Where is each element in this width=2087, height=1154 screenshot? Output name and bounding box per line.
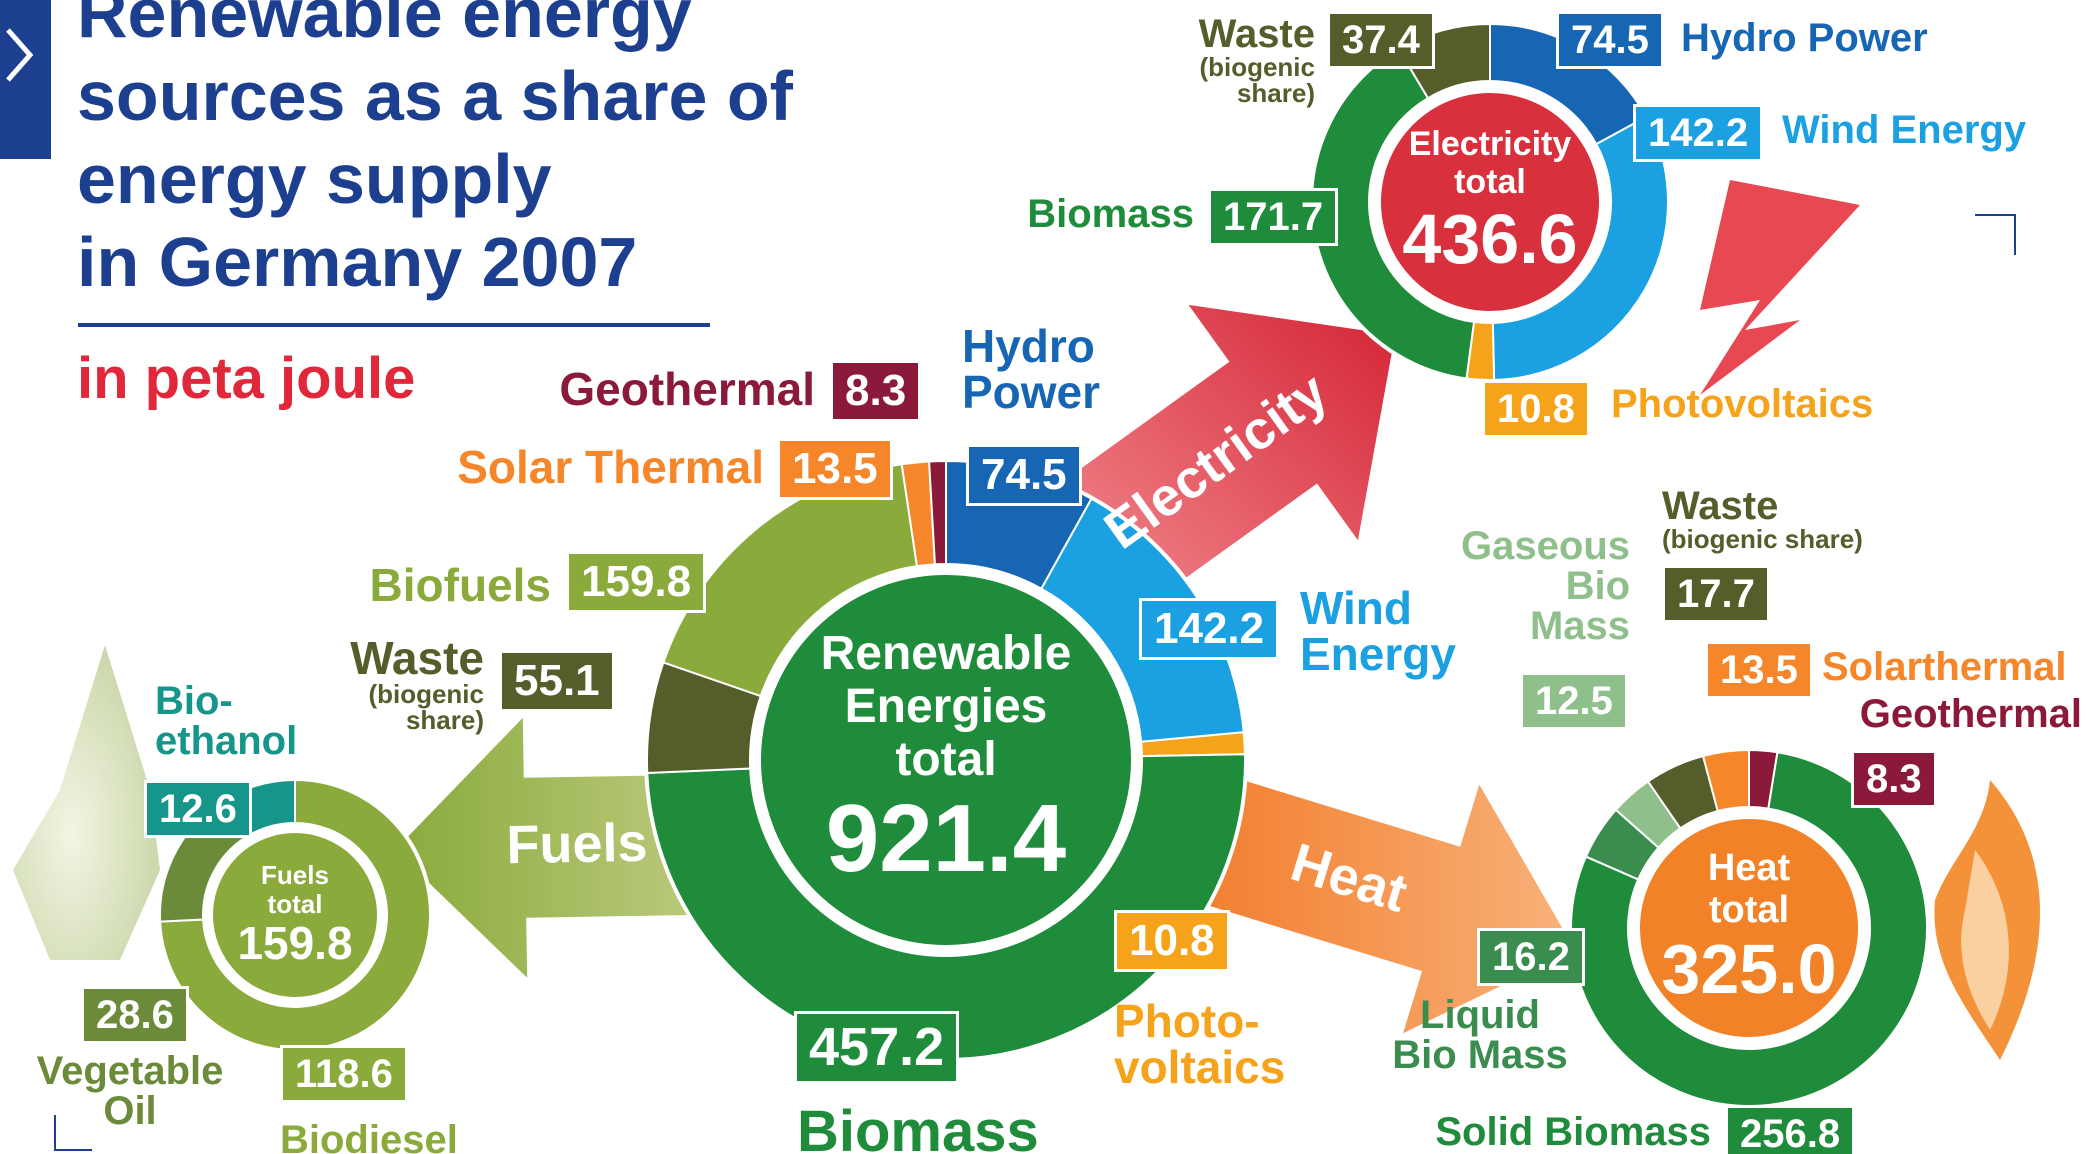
category-name: Biomass: [1027, 194, 1194, 234]
category-name: Liquid Bio Mass: [1280, 995, 1680, 1075]
category-label: Hydro Power: [1681, 18, 1928, 58]
category-note: (biogenic share): [1199, 54, 1315, 106]
category-name: Waste: [1662, 486, 1863, 526]
category-label: Wind Energy: [1782, 110, 2026, 150]
category-name: Geothermal: [559, 366, 815, 412]
category-name: Waste: [1199, 14, 1315, 54]
value-box: 13.5: [777, 438, 893, 500]
category-label: Liquid Bio Mass: [1280, 995, 1680, 1075]
category-name: Photovoltaics: [1611, 384, 1873, 424]
category-name: Wind Energy: [1782, 110, 2026, 150]
subtitle: in peta joule: [77, 350, 415, 408]
value-box: 142.2: [1139, 598, 1279, 660]
category-name: Photo- voltaics: [1114, 998, 1285, 1090]
category-name: Bio- ethanol: [155, 681, 297, 761]
category-label: Solar Thermal: [457, 444, 764, 490]
value-box: 457.2: [794, 1011, 959, 1084]
category-name: Geothermal: [1860, 694, 2082, 734]
category-note: (biogenic share): [350, 681, 484, 733]
center-total: 325.0: [1661, 931, 1836, 1008]
category-label: Gaseous Bio Mass: [1461, 526, 1630, 646]
center-title: Heat total: [1708, 848, 1790, 932]
value-box: 13.5: [1705, 641, 1813, 699]
value-box: 8.3: [1851, 750, 1937, 808]
center-total: 436.6: [1402, 201, 1577, 278]
center-title: Renewable Energies total: [821, 628, 1072, 786]
corner-mark: [1975, 215, 2015, 255]
category-name: Solarthermal: [1822, 647, 2067, 687]
category-name: Wind Energy: [1300, 585, 1456, 677]
center-total: 159.8: [237, 918, 352, 969]
value-box: 10.8: [1114, 910, 1230, 972]
category-label: Solid Biomass: [1435, 1112, 1711, 1152]
value-box: 12.6: [144, 780, 252, 838]
category-name: Waste: [350, 635, 484, 681]
infographic: Renewable energy sources as a share of e…: [0, 0, 2087, 1154]
category-name: Hydro Power: [1681, 18, 1928, 58]
category-label: Vegetable Oil: [0, 1051, 330, 1131]
category-label: Biomass: [1027, 194, 1194, 234]
category-label: Waste(biogenic share): [1662, 486, 1863, 552]
title: Renewable energy sources as a share of e…: [77, 0, 793, 304]
category-label: Geothermal: [559, 366, 815, 412]
category-name: Biofuels: [370, 562, 551, 608]
value-box: 142.2: [1633, 104, 1763, 162]
flow-label: Fuels: [427, 814, 728, 873]
value-box: 17.7: [1662, 565, 1770, 623]
lightning-bolt: [1700, 180, 1860, 395]
value-box: 16.2: [1477, 928, 1585, 986]
value-box: 74.5: [1556, 11, 1664, 69]
category-label: Biofuels: [370, 562, 551, 608]
value-box: 159.8: [566, 551, 706, 613]
category-name: Hydro Power: [962, 323, 1100, 415]
category-label: Photovoltaics: [1611, 384, 1873, 424]
category-label: Bio- ethanol: [155, 681, 297, 761]
center-total: 921.4: [826, 786, 1066, 892]
value-box: 8.3: [830, 360, 921, 422]
category-note: (biogenic share): [1662, 526, 1863, 552]
value-box: 28.6: [81, 986, 189, 1044]
center-title: Electricity total: [1409, 126, 1572, 201]
value-box: 12.5: [1520, 672, 1628, 730]
oil-drop: [13, 645, 160, 960]
value-box: 37.4: [1327, 11, 1435, 69]
category-label: Solarthermal: [1822, 647, 2067, 687]
value-box: 171.7: [1208, 188, 1338, 246]
category-name: Vegetable Oil: [0, 1051, 330, 1131]
category-name: Solid Biomass: [1435, 1112, 1711, 1152]
value-box: 55.1: [499, 650, 615, 712]
value-box: 10.8: [1482, 380, 1590, 438]
category-label: Waste(biogenic share): [1199, 14, 1315, 106]
category-label: Biomass: [797, 1103, 1039, 1154]
center-title: Fuels total: [261, 861, 329, 918]
category-label: Geothermal: [1860, 694, 2082, 734]
value-box: 256.8: [1725, 1105, 1855, 1154]
category-name: Biomass: [797, 1103, 1039, 1154]
category-name: Gaseous Bio Mass: [1461, 526, 1630, 646]
category-name: Solar Thermal: [457, 444, 764, 490]
category-label: Hydro Power: [962, 323, 1100, 415]
value-box: 74.5: [966, 444, 1082, 506]
category-label: Wind Energy: [1300, 585, 1456, 677]
category-label: Waste(biogenic share): [350, 635, 484, 733]
category-label: Photo- voltaics: [1114, 998, 1285, 1090]
